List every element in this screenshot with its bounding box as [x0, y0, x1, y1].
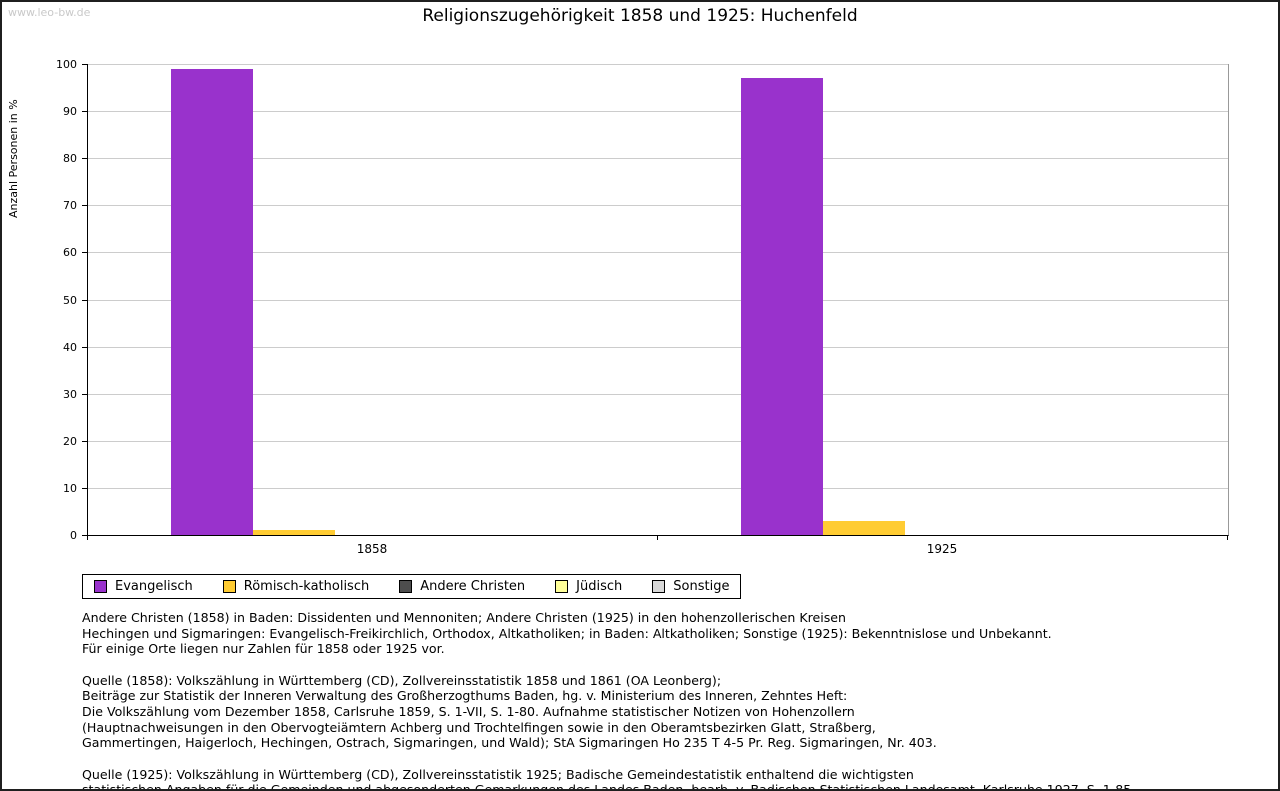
footnote-source-1858: Quelle (1858): Volkszählung in Württembe… [82, 672, 937, 751]
y-axis-tick-labels: 0 10 20 30 40 50 60 70 80 90 100 [44, 59, 87, 541]
legend-label: Evangelisch [115, 579, 193, 594]
y-tick-mark [82, 535, 87, 536]
y-tick-label: 0 [70, 529, 77, 542]
chart-title: Religionszugehörigkeit 1858 und 1925: Hu… [422, 6, 858, 26]
y-tick-mark [82, 487, 87, 489]
x-axis-labels: 1858 1925 [87, 535, 1228, 559]
x-tick-mark [1227, 535, 1228, 540]
watermark: www.leo-bw.de [8, 6, 91, 19]
legend-label: Römisch-katholisch [243, 579, 370, 594]
y-tick-label: 10 [63, 481, 77, 495]
legend-item-j-disch: Jüdisch [555, 579, 622, 594]
y-tick-label: 50 [63, 293, 77, 307]
y-tick-label: 40 [63, 340, 77, 354]
bar-r-misch-katholisch-1925 [823, 520, 905, 535]
y-axis-label: Anzahl Personen in % [7, 99, 20, 218]
legend-swatch-evangelisch [94, 580, 107, 593]
gridline [88, 111, 1228, 113]
legend-label: Andere Christen [420, 579, 526, 594]
gridline [88, 487, 1228, 489]
legend-label: Sonstige [673, 579, 730, 594]
legend-swatch-j-disch [555, 580, 569, 593]
legend-item-evangelisch: Evangelisch [94, 579, 193, 594]
gridline [88, 393, 1228, 395]
y-tick-mark [82, 205, 87, 207]
x-tick-mark [657, 535, 658, 540]
gridline [88, 205, 1228, 207]
y-tick-mark [82, 111, 87, 113]
footnote-definitions: Andere Christen (1858) in Baden: Disside… [82, 610, 1052, 657]
legend-swatch-r-misch-katholisch [222, 580, 236, 593]
gridline [88, 299, 1228, 301]
bar-evangelisch-1925 [741, 78, 823, 535]
y-tick-label: 60 [63, 246, 77, 260]
y-tick-label: 90 [63, 105, 77, 119]
gridline [88, 64, 1228, 65]
legend-item-sonstige: Sonstige [652, 579, 729, 594]
legend-item-andere-christen: Andere Christen [399, 579, 525, 594]
x-tick-mark [87, 535, 88, 540]
x-category-label: 1858 [356, 542, 388, 556]
footnotes: Andere Christen (1858) in Baden: Disside… [82, 610, 1248, 791]
plot-area [87, 64, 1229, 536]
bar-evangelisch-1858 [171, 68, 253, 535]
y-tick-mark [82, 440, 87, 442]
y-tick-label: 30 [63, 387, 77, 401]
gridline [88, 440, 1228, 442]
bar-r-misch-katholisch-1858 [253, 530, 335, 535]
legend: Evangelisch Römisch-katholisch Andere Chri… [82, 574, 742, 599]
y-tick-mark [82, 346, 87, 348]
legend-swatch-sonstige [652, 580, 666, 593]
legend-label: Jüdisch [576, 579, 623, 594]
x-category-label: 1925 [926, 542, 958, 556]
gridline [88, 158, 1228, 160]
y-tick-mark [82, 252, 87, 254]
gridline [88, 252, 1228, 254]
y-tick-label: 80 [63, 152, 77, 166]
legend-item-r-misch-katholisch: Römisch-katholisch [222, 579, 370, 594]
y-tick-mark [82, 158, 87, 160]
y-tick-label: 70 [63, 199, 77, 213]
legend-swatch-andere-christen [399, 580, 413, 593]
gridline [88, 346, 1228, 348]
y-tick-label: 20 [63, 434, 77, 448]
y-tick-mark [82, 64, 87, 65]
footnote-source-1925: Quelle (1925): Volkszählung in Württembe… [82, 766, 1136, 791]
y-tick-mark [82, 393, 87, 395]
y-tick-label: 100 [56, 58, 77, 71]
y-tick-mark [82, 299, 87, 301]
